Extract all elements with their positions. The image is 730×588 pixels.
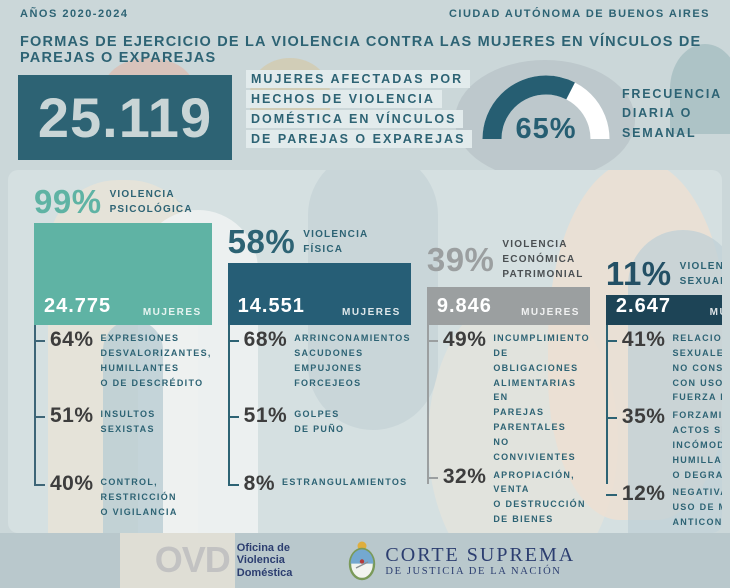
breakdown-percent: 41% bbox=[621, 328, 666, 351]
breakdown-item: 35% FORZAMIENTO A ACTOS SEXUALES INCÓMOD… bbox=[605, 405, 722, 482]
footer-bar: OVD Oficina de Violencia Doméstica CORTE… bbox=[0, 533, 730, 588]
total-description: MUJERES AFECTADAS POR HECHOS DE VIOLENCI… bbox=[246, 70, 473, 148]
category-bar: 2.647 MUJERES bbox=[605, 295, 722, 325]
breakdown-label: INSULTOS SEXISTAS bbox=[100, 409, 156, 434]
corte-suprema-name: CORTE SUPREMA bbox=[385, 543, 576, 566]
page-title: FORMAS DE EJERCICIO DE LA VIOLENCIA CONT… bbox=[20, 34, 702, 66]
category-sexual: 11% VIOLENCIA SEXUAL 2.647 MUJERES 41% R… bbox=[605, 170, 722, 533]
breakdown-label: EXPRESIONES DESVALORIZANTES, HUMILLANTES… bbox=[100, 333, 212, 388]
total-description-line: DE PAREJAS O EXPAREJAS bbox=[246, 130, 473, 148]
breakdown-item: 51% GOLPES DE PUÑO bbox=[227, 404, 411, 472]
breakdown-item: 12% NEGATIVA AL USO DE MÉTODOS ANTICONCE… bbox=[605, 482, 722, 530]
breakdown-label: NEGATIVA AL USO DE MÉTODOS ANTICONCEPTIV… bbox=[672, 487, 722, 528]
breakdown-percent: 51% bbox=[243, 404, 288, 427]
total-description-line: HECHOS DE VIOLENCIA bbox=[246, 90, 442, 108]
breakdown-label: RELACIONES SEXUALES NO CONSENTIDAS CON U… bbox=[672, 333, 722, 403]
breakdown-item: 32% APROPIACIÓN, VENTA O DESTRUCCIÓN DE … bbox=[426, 464, 590, 533]
category-count-label: MUJERES bbox=[142, 307, 202, 318]
category-percent: 11% bbox=[605, 255, 672, 292]
breakdown-item: 49% INCUMPLIMIENTO DE OBLIGACIONES ALIME… bbox=[426, 328, 590, 465]
breakdown-label: APROPIACIÓN, VENTA O DESTRUCCIÓN DE BIEN… bbox=[493, 469, 586, 525]
region-label: CIUDAD AUTÓNOMA DE BUENOS AIRES bbox=[448, 8, 710, 20]
ovd-logo-subtext: Oficina de Violencia Doméstica bbox=[236, 541, 293, 579]
coat-of-arms-icon bbox=[349, 541, 376, 580]
total-count: 25.119 bbox=[37, 86, 213, 149]
breakdown-label: GOLPES DE PUÑO bbox=[294, 409, 345, 434]
breakdown-item: 68% ARRINCONAMIENTOS SACUDONES EMPUJONES… bbox=[227, 328, 411, 404]
breakdown-percent: 8% bbox=[243, 472, 276, 495]
breakdown-label: CONTROL, RESTRICCIÓN O VIGILANCIA bbox=[100, 477, 178, 517]
categories-grid: 99% VIOLENCIA PSICOLÓGICA 24.775 MUJERES… bbox=[8, 170, 722, 533]
breakdown-label: ARRINCONAMIENTOS SACUDONES EMPUJONES FOR… bbox=[294, 333, 411, 388]
frequency-gauge: 65% bbox=[478, 67, 614, 159]
breakdown-percent: 51% bbox=[50, 404, 94, 427]
category-psicologica: 99% VIOLENCIA PSICOLÓGICA 24.775 MUJERES… bbox=[34, 170, 212, 533]
category-breakdown: 64% EXPRESIONES DESVALORIZANTES, HUMILLA… bbox=[34, 325, 212, 520]
breakdown-label: FORZAMIENTO A ACTOS SEXUALES INCÓMODOS, … bbox=[672, 410, 722, 480]
breakdown-percent: 12% bbox=[621, 482, 666, 506]
corte-suprema-subtitle: DE JUSTICIA DE LA NACIÓN bbox=[385, 565, 562, 577]
category-percent: 58% bbox=[227, 223, 296, 260]
category-fisica: 58% VIOLENCIA FÍSICA 14.551 MUJERES 68% … bbox=[227, 170, 411, 533]
category-count: 14.551 bbox=[237, 295, 305, 317]
breakdown-item: 64% EXPRESIONES DESVALORIZANTES, HUMILLA… bbox=[34, 328, 212, 404]
category-label: VIOLENCIA ECONÓMICA PATRIMONIAL bbox=[502, 239, 584, 280]
hero-section: 25.119 MUJERES AFECTADAS POR HECHOS DE V… bbox=[0, 57, 730, 170]
breakdown-percent: 64% bbox=[50, 328, 94, 351]
breakdown-item: 51% INSULTOS SEXISTAS bbox=[34, 404, 212, 472]
category-breakdown: 41% RELACIONES SEXUALES NO CONSENTIDAS C… bbox=[605, 325, 722, 530]
breakdown-label: INCUMPLIMIENTO DE OBLIGACIONES ALIMENTAR… bbox=[493, 333, 590, 462]
total-description-line: DOMÉSTICA EN VÍNCULOS bbox=[246, 110, 464, 128]
total-count-box: 25.119 bbox=[18, 75, 232, 160]
breakdown-item: 8% ESTRANGULAMIENTOS bbox=[227, 472, 411, 495]
category-bar: 9.846 MUJERES bbox=[426, 287, 590, 325]
breakdown-percent: 40% bbox=[50, 472, 94, 495]
corte-suprema-logo: CORTE SUPREMA DE JUSTICIA DE LA NACIÓN bbox=[347, 540, 575, 582]
category-count: 24.775 bbox=[44, 295, 112, 317]
category-label: VIOLENCIA PSICOLÓGICA bbox=[109, 188, 193, 215]
breakdown-item: 41% RELACIONES SEXUALES NO CONSENTIDAS C… bbox=[605, 328, 722, 405]
category-percent: 99% bbox=[34, 183, 102, 220]
breakdown-label: ESTRANGULAMIENTOS bbox=[282, 477, 408, 487]
category-breakdown: 49% INCUMPLIMIENTO DE OBLIGACIONES ALIME… bbox=[426, 325, 590, 533]
category-count: 9.846 bbox=[436, 295, 492, 317]
bracket-line bbox=[34, 325, 36, 484]
ovd-logo-text: OVD bbox=[154, 539, 231, 581]
category-count-label: MUJERES bbox=[341, 307, 401, 318]
breakdown-percent: 32% bbox=[442, 464, 487, 488]
gauge-label: FRECUENCIA DIARIA O SEMANAL bbox=[622, 87, 722, 140]
category-count-label: MUJERES bbox=[709, 307, 722, 318]
category-percent: 39% bbox=[426, 241, 495, 278]
breakdown-percent: 35% bbox=[621, 405, 666, 429]
category-breakdown: 68% ARRINCONAMIENTOS SACUDONES EMPUJONES… bbox=[227, 325, 411, 495]
breakdown-percent: 49% bbox=[442, 328, 487, 351]
main-panel: 99% VIOLENCIA PSICOLÓGICA 24.775 MUJERES… bbox=[8, 170, 722, 533]
category-bar: 14.551 MUJERES bbox=[227, 263, 411, 325]
category-count: 2.647 bbox=[615, 295, 671, 317]
breakdown-percent: 68% bbox=[243, 328, 288, 351]
ovd-logo: OVD Oficina de Violencia Doméstica bbox=[155, 542, 293, 580]
breakdown-item: 40% CONTROL, RESTRICCIÓN O VIGILANCIA bbox=[34, 472, 212, 520]
total-description-line: MUJERES AFECTADAS POR bbox=[246, 70, 471, 88]
gauge-value: 65% bbox=[515, 113, 577, 145]
category-label: VIOLENCIA SEXUAL bbox=[679, 260, 722, 287]
category-count-label: MUJERES bbox=[521, 307, 580, 318]
category-economica: 39% VIOLENCIA ECONÓMICA PATRIMONIAL 9.84… bbox=[426, 170, 590, 533]
period-label: AÑOS 2020-2024 bbox=[20, 8, 129, 20]
category-bar: 24.775 MUJERES bbox=[34, 223, 212, 325]
category-label: VIOLENCIA FÍSICA bbox=[303, 228, 369, 255]
header-bar: AÑOS 2020-2024 CIUDAD AUTÓNOMA DE BUENOS… bbox=[20, 8, 710, 20]
